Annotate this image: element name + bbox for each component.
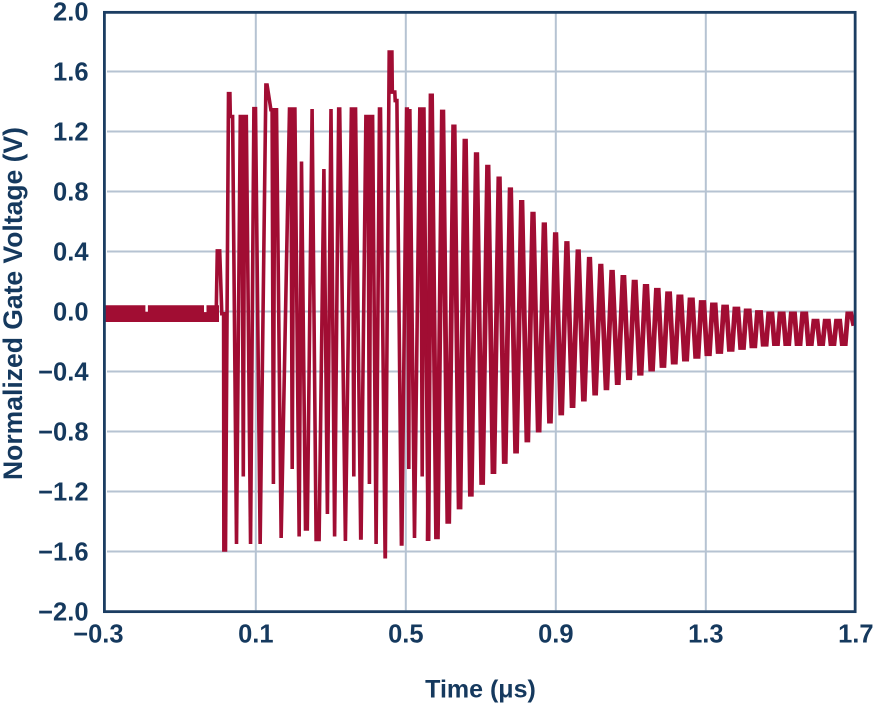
svg-text:−1.2: −1.2 [38, 479, 88, 507]
svg-text:1.3: 1.3 [688, 621, 723, 649]
svg-text:0.0: 0.0 [53, 299, 88, 327]
svg-text:Time (μs): Time (μs) [425, 676, 536, 704]
svg-text:0.5: 0.5 [388, 621, 423, 649]
svg-text:0.4: 0.4 [53, 239, 89, 267]
svg-text:1.6: 1.6 [53, 59, 88, 87]
svg-text:0.8: 0.8 [53, 179, 88, 207]
svg-text:−1.6: −1.6 [38, 539, 88, 567]
svg-text:−0.8: −0.8 [38, 419, 88, 447]
svg-text:Normalized Gate Voltage (V): Normalized Gate Voltage (V) [0, 127, 28, 480]
svg-text:−0.3: −0.3 [73, 621, 123, 649]
svg-text:−2.0: −2.0 [38, 599, 88, 627]
svg-text:0.1: 0.1 [238, 621, 273, 649]
svg-text:1.7: 1.7 [838, 621, 873, 649]
svg-text:2.0: 2.0 [53, 0, 88, 27]
svg-text:−0.4: −0.4 [38, 359, 89, 387]
svg-text:0.9: 0.9 [538, 621, 573, 649]
svg-text:1.2: 1.2 [53, 119, 88, 147]
